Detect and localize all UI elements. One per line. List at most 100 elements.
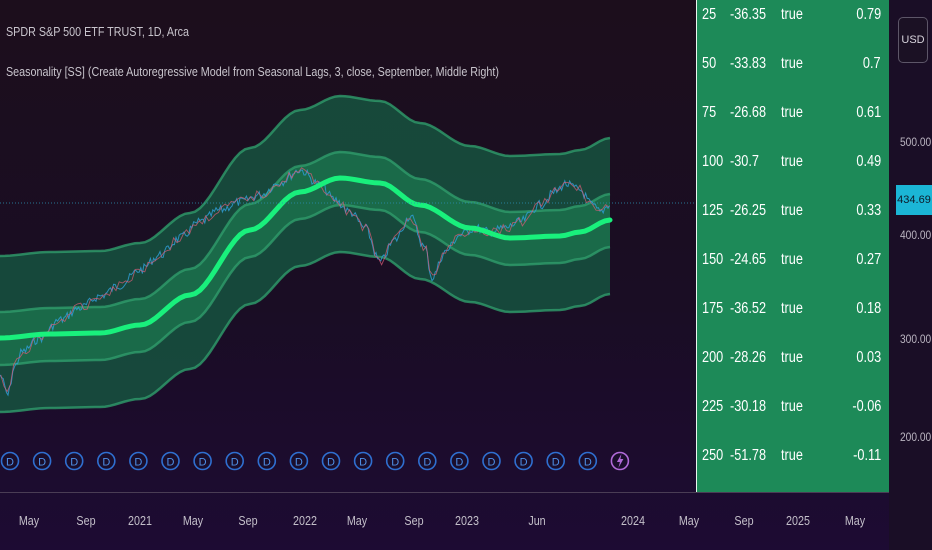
significance-cell: true [781,349,803,366]
dividend-marker-label: D [552,457,560,469]
time-tick-label: 2021 [128,514,152,528]
table-row: 125 -26.25 true 0.33 [697,202,889,222]
price-tick-label: 200.00 [900,430,932,444]
dividend-marker[interactable] [417,451,437,471]
dividend-marker-label: D [263,457,271,469]
significance-cell: true [781,300,803,317]
lag-cell: 200 [702,349,724,366]
time-tick-label: Sep [734,514,754,528]
dividend-marker-label: D [295,457,303,469]
coefficient-cell: -28.26 [730,349,767,366]
dividend-marker[interactable] [289,451,309,471]
time-tick-label: May [182,514,204,528]
current-price-badge: 434.69 [896,185,932,215]
correlation-cell: 0.61 [856,104,881,121]
time-tick-label: Jun [528,514,546,528]
lag-cell: 25 [702,6,717,23]
dividend-marker[interactable] [97,451,116,471]
dividend-marker-label: D [38,457,46,469]
coefficient-cell: -51.78 [730,447,767,464]
price-tick-label: 400.00 [900,228,932,242]
significance-cell: true [781,447,803,464]
dividend-marker[interactable] [385,451,405,471]
symbol-title[interactable]: SPDR S&P 500 ETF TRUST, 1D, Arca [6,25,190,39]
dividend-marker-label: D [359,457,367,469]
dividend-marker[interactable] [161,451,180,471]
dividend-marker[interactable] [129,451,148,471]
dividend-marker[interactable] [64,451,84,471]
table-row: 225 -30.18 true -0.06 [697,398,889,418]
correlation-cell: 0.03 [856,349,881,366]
time-axis-line [0,492,889,493]
dividend-marker-label: D [199,457,207,469]
lag-cell: 75 [702,104,717,121]
indicator-title[interactable]: Seasonality [SS] (Create Autoregressive … [6,65,499,79]
coefficient-cell: -33.83 [730,55,767,72]
dividend-marker-label: D [423,457,431,469]
seasonal-model-line [0,175,613,341]
dividend-marker[interactable] [193,451,212,471]
price-line-down [0,167,610,393]
dividend-marker[interactable] [32,451,52,471]
dividend-marker[interactable] [321,451,341,471]
significance-cell: true [781,251,803,268]
significance-cell: true [781,6,803,23]
seasonality-table: 25 -36.35 true 0.79 50 -33.83 true 0.7 75 -26.68 t… [696,0,890,492]
correlation-cell: 0.79 [856,6,881,23]
correlation-cell: 0.18 [856,300,881,317]
coefficient-cell: -26.68 [730,104,767,121]
coefficient-cell: -30.18 [730,398,767,415]
dividend-marker[interactable] [482,451,501,471]
table-row: 100 -30.7 true 0.49 [697,153,889,173]
dividend-marker[interactable] [257,451,277,471]
correlation-cell: -0.06 [852,398,881,415]
coefficient-cell: -36.35 [730,6,767,23]
dividend-marker[interactable] [514,451,533,471]
lag-cell: 225 [702,398,724,415]
inner-band-bottom [0,203,611,367]
dividend-marker[interactable] [546,451,566,471]
inner-band-top [0,150,611,314]
time-tick-label: May [844,514,866,528]
time-tick-label: May [678,514,700,528]
dividend-marker-label: D [584,457,592,469]
table-row: 200 -28.26 true 0.03 [697,349,889,369]
coefficient-cell: -24.65 [730,251,767,268]
significance-cell: true [781,398,803,415]
dividend-marker-label: D [327,457,335,469]
lag-cell: 175 [702,300,724,317]
time-tick-label: Sep [238,514,258,528]
dividend-marker[interactable] [0,451,20,471]
dividend-marker[interactable] [450,451,469,471]
significance-cell: true [781,104,803,121]
dividend-marker-label: D [167,457,175,469]
time-tick-label: 2024 [621,514,645,528]
lag-cell: 100 [702,153,724,170]
coefficient-cell: -30.7 [730,153,759,170]
time-tick-label: 2022 [293,514,317,528]
lag-cell: 125 [702,202,724,219]
coefficient-cell: -36.52 [730,300,767,317]
lag-cell: 250 [702,447,724,464]
significance-cell: true [781,153,803,170]
correlation-cell: 0.27 [856,251,881,268]
dividend-marker[interactable] [578,451,598,471]
time-tick-label: May [18,514,40,528]
significance-cell: true [781,55,803,72]
dividend-marker[interactable] [225,451,244,471]
correlation-cell: 0.7 [863,55,881,72]
table-row: 250 -51.78 true -0.11 [697,447,889,467]
dividend-marker-label: D [455,457,463,469]
time-tick-label: 2025 [786,514,810,528]
coefficient-cell: -26.25 [730,202,767,219]
table-row: 175 -36.52 true 0.18 [697,300,889,320]
dividend-marker[interactable] [353,451,373,471]
price-axis[interactable] [889,0,932,550]
dividend-marker-label: D [231,457,239,469]
significance-cell: true [781,202,803,219]
currency-button[interactable]: USD [898,17,928,63]
inner-band [0,152,610,365]
correlation-cell: -0.11 [852,447,881,464]
time-tick-label: May [346,514,368,528]
